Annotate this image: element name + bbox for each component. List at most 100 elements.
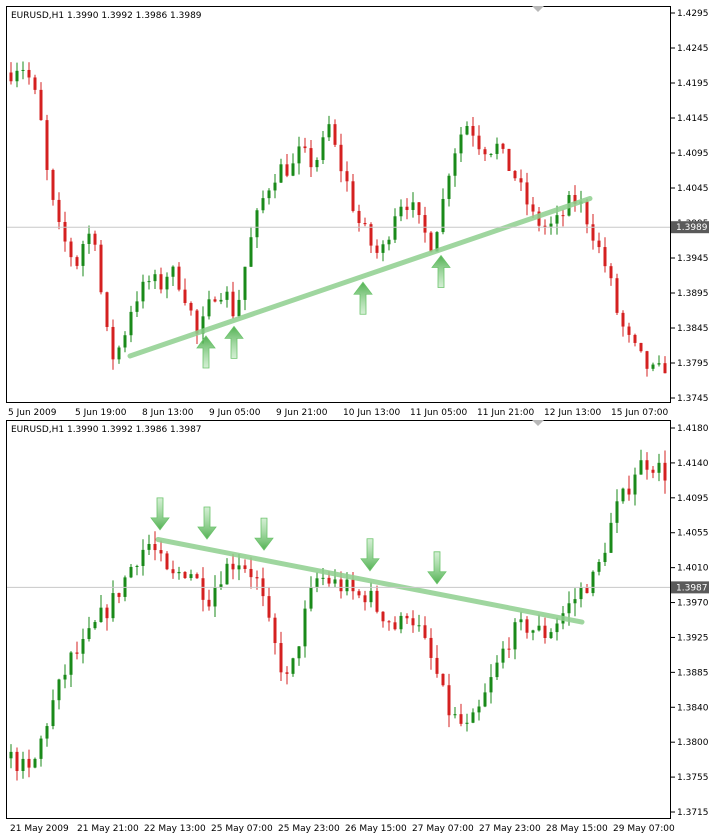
candle-body xyxy=(597,240,601,248)
candle-body xyxy=(381,611,385,622)
candle-body xyxy=(519,619,523,623)
chart-header: EURUSD,H1 1.3990 1.3992 1.3986 1.3989 xyxy=(11,11,202,21)
candle-body xyxy=(207,599,211,607)
candle-body xyxy=(165,553,169,570)
candle-body xyxy=(267,190,271,199)
candle-body xyxy=(483,149,487,155)
candle-body xyxy=(639,342,643,352)
candle-body xyxy=(411,202,415,210)
y-tick-label: 1.4295 xyxy=(677,9,709,19)
candle-body xyxy=(657,462,661,473)
candle-body xyxy=(315,578,319,588)
scroll-marker xyxy=(532,420,544,426)
candle-body xyxy=(45,120,49,170)
time-axis: 5 Jun 2009 5 Jun 19:00 8 Jun 13:00 9 Jun 05… xyxy=(8,408,668,418)
candle-body xyxy=(453,714,457,716)
candle-body xyxy=(147,543,151,550)
candle-body xyxy=(387,239,391,245)
candle-body xyxy=(117,347,121,360)
candle-body xyxy=(447,175,451,199)
candle-body xyxy=(411,618,415,626)
candle-body xyxy=(495,143,499,154)
x-tick-label: 28 May 15:00 xyxy=(546,824,608,834)
candle-body xyxy=(573,599,577,604)
candle-body xyxy=(57,679,61,701)
candle-body xyxy=(153,543,157,551)
x-tick-label: 22 May 13:00 xyxy=(144,824,206,834)
candle-body xyxy=(237,565,241,570)
candle-body xyxy=(273,182,277,191)
candle-body xyxy=(207,299,211,317)
candle-body xyxy=(441,673,445,686)
candle-body xyxy=(159,550,163,554)
candle-body xyxy=(477,135,481,150)
arrow-up-icon xyxy=(353,281,373,315)
candle-body xyxy=(417,202,421,216)
candle-body xyxy=(333,579,337,584)
current-price-label: 1.3987 xyxy=(671,581,709,594)
candle-body xyxy=(453,153,457,176)
candle-body xyxy=(279,643,283,673)
arrow-up-icon xyxy=(431,254,451,288)
candle-body xyxy=(597,561,601,572)
candle-body xyxy=(531,630,535,633)
candle-body xyxy=(471,126,475,136)
y-tick-label: 1.4095 xyxy=(677,149,709,159)
price-axis: 1.4180 1.4140 1.4095 1.4055 1.4010 1.3970 1.39… xyxy=(671,424,709,818)
candle-body xyxy=(273,617,277,644)
price-axis: 1.4295 1.4245 1.4195 1.4145 1.4095 1.4045 1.39… xyxy=(671,9,709,404)
candle-body xyxy=(201,578,205,600)
candle-body xyxy=(633,334,637,343)
candle-body xyxy=(93,233,97,245)
y-tick-label: 1.4140 xyxy=(677,459,709,469)
price-chart-panel-bottom[interactable]: 1.4180 1.4140 1.4095 1.4055 1.4010 1.3970 1.39… xyxy=(0,418,717,835)
candle-body xyxy=(51,169,55,200)
candle-body xyxy=(51,700,55,727)
x-tick-label: 27 May 07:00 xyxy=(412,824,474,834)
candle-body xyxy=(189,574,193,579)
candle-body xyxy=(111,326,115,360)
candle-body xyxy=(621,488,625,502)
arrow-down-icon xyxy=(427,551,447,585)
candle-body xyxy=(291,658,295,674)
candle-body xyxy=(339,144,343,172)
candle-body xyxy=(333,124,337,145)
candle-body xyxy=(213,299,217,302)
candle-body xyxy=(633,474,637,495)
candle-body xyxy=(27,69,31,78)
candle-body xyxy=(573,195,577,204)
candle-body xyxy=(423,215,427,233)
x-tick-label: 8 Jun 13:00 xyxy=(142,408,194,418)
arrow-down-icon xyxy=(360,538,380,572)
arrow-up-icon xyxy=(224,325,244,359)
candle-body xyxy=(303,146,307,149)
y-tick-label: 1.3885 xyxy=(677,668,709,678)
candle-body xyxy=(345,579,349,592)
y-tick-label: 1.3840 xyxy=(677,703,709,713)
arrow-up-icon xyxy=(196,335,216,369)
candle-body xyxy=(387,621,391,623)
candle-body xyxy=(321,137,325,161)
candle-body xyxy=(423,625,427,638)
price-chart-panel-top[interactable]: 1.4295 1.4245 1.4195 1.4145 1.4095 1.4045 1.39… xyxy=(0,0,717,418)
candle-body xyxy=(513,622,517,650)
candle-body xyxy=(57,199,61,222)
candle-body xyxy=(375,245,379,253)
candle-body xyxy=(537,625,541,631)
candle-body xyxy=(45,726,49,739)
candle-body xyxy=(501,648,505,663)
candle-body xyxy=(99,607,103,623)
candle-body xyxy=(267,596,271,618)
candle-body xyxy=(231,291,235,317)
scroll-marker xyxy=(532,6,544,12)
candle-body xyxy=(105,607,109,619)
candle-body xyxy=(189,302,193,311)
x-tick-label: 12 Jun 13:00 xyxy=(544,408,601,418)
candlesticks xyxy=(9,449,667,781)
candle-body xyxy=(663,462,667,481)
candle-body xyxy=(417,625,421,627)
candle-body xyxy=(513,170,517,179)
candle-body xyxy=(147,281,151,283)
candle-body xyxy=(603,552,607,562)
candle-body xyxy=(363,595,367,603)
